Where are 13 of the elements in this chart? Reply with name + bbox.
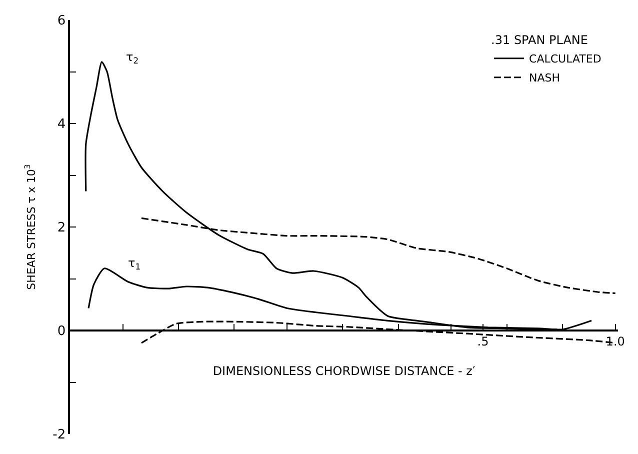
x-axis-title: DIMENSIONLESS CHORDWISE DISTANCE - z′ xyxy=(212,364,476,378)
x-tick-label: .5 xyxy=(477,334,489,349)
annotation: τ$_{2}$ xyxy=(126,50,139,66)
legend-label: NASH xyxy=(529,72,560,85)
y-tick-label: 2 xyxy=(57,220,66,236)
y-tick-label: 0 xyxy=(57,324,66,340)
legend-title: .31 SPAN PLANE xyxy=(491,32,588,47)
annotation: τ$_{1}$ xyxy=(128,256,141,272)
y-tick-label: -2 xyxy=(52,428,66,443)
x-tick-label: 1.0 xyxy=(606,334,625,349)
legend-label: CALCULATED xyxy=(529,52,602,66)
y-tick-label: 6 xyxy=(57,14,66,29)
y-tick-label: 4 xyxy=(57,117,66,132)
